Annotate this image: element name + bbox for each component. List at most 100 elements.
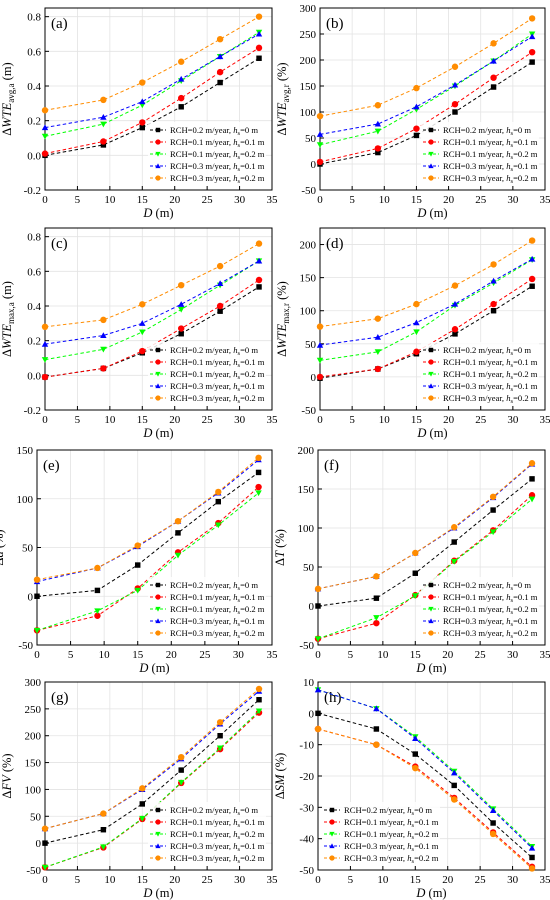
- x-axis-unit: (m): [425, 661, 446, 675]
- legend-label-value: =0.1 m: [513, 616, 538, 626]
- legend-marker: [329, 819, 335, 825]
- legend-label-h: h: [233, 345, 237, 355]
- data-point: [413, 329, 420, 336]
- plot-frame: [44, 227, 273, 411]
- data-point: [490, 261, 497, 268]
- legend-marker: [428, 582, 434, 588]
- legend-label-rch: RCH=0.3 m/year,: [443, 161, 506, 171]
- legend-label: RCH=0.1 m/year, hs=0.1 m: [170, 592, 265, 604]
- legend-label-rch: RCH=0.1 m/year,: [443, 137, 506, 147]
- legend-marker: [155, 383, 161, 389]
- legend-label-sub: s: [238, 585, 241, 592]
- legend-label-sub: s: [238, 166, 241, 173]
- data-point: [100, 844, 107, 851]
- legend-label-sub: s: [511, 386, 514, 393]
- legend-label-rch: RCH=0.1 m/year,: [443, 369, 506, 379]
- data-point: [373, 573, 380, 580]
- legend-background: [148, 802, 266, 866]
- data-point: [255, 13, 263, 20]
- x-tick-label: 30: [507, 874, 519, 886]
- series-line: [317, 478, 533, 607]
- y-axis-delta: Δ: [0, 558, 6, 566]
- data-point: [490, 84, 497, 90]
- legend-label-value: =0.1 m: [240, 817, 265, 827]
- legend-label: RCH=0.1 m/year, hs=0.1 m: [443, 592, 538, 604]
- y-tick-label: -10: [299, 740, 314, 752]
- y-axis-unit: (%): [273, 529, 287, 551]
- data-point: [373, 619, 380, 627]
- y-axis-title: ΔSM (%): [273, 753, 287, 800]
- data-point: [374, 120, 382, 127]
- legend-label-h: h: [506, 369, 510, 379]
- legend-marker: [428, 139, 434, 145]
- legend-label-h: h: [233, 853, 237, 863]
- y-tick-label: 50: [22, 543, 34, 555]
- legend-marker: [155, 582, 161, 588]
- data-point: [529, 854, 535, 861]
- data-point: [41, 340, 49, 347]
- legend-label-sub: s: [238, 362, 241, 369]
- x-axis-title: D (m): [415, 661, 446, 675]
- y-axis-variable: WTE: [275, 102, 289, 127]
- legend-label-h: h: [233, 357, 237, 367]
- data-point: [33, 627, 41, 634]
- data-point: [178, 754, 185, 761]
- series-line: [36, 471, 259, 597]
- data-point: [255, 454, 262, 461]
- data-point: [255, 257, 263, 264]
- y-tick-label: 100: [298, 523, 315, 535]
- x-tick-label: 25: [475, 414, 487, 426]
- data-point: [100, 316, 107, 324]
- x-tick-label: 15: [411, 414, 423, 426]
- data-point: [41, 133, 49, 140]
- y-axis-title: ΔWTEavg,r (%): [275, 62, 291, 135]
- data-point: [316, 323, 324, 330]
- data-point: [134, 562, 141, 568]
- series-line: [319, 259, 533, 361]
- y-tick-label: 200: [300, 55, 317, 67]
- data-point: [100, 121, 107, 128]
- x-axis-variable: D: [138, 661, 148, 675]
- data-point: [178, 331, 184, 337]
- data-point: [139, 785, 146, 792]
- data-point: [528, 844, 536, 851]
- series-line: [44, 260, 260, 361]
- legend-marker: [155, 618, 161, 624]
- panel-label: (h): [324, 690, 342, 706]
- legend-label-value: =0.2 m: [240, 173, 265, 183]
- data-point: [451, 300, 459, 307]
- x-axis-variable: D: [416, 206, 426, 220]
- data-point: [178, 779, 185, 786]
- y-tick-label: 150: [300, 81, 317, 93]
- data-point: [375, 149, 381, 156]
- data-point: [256, 697, 262, 703]
- data-point: [451, 282, 459, 289]
- legend-label-value: =0.2 m: [513, 628, 538, 638]
- legend-label-rch: RCH=0.2 m/year,: [170, 580, 233, 590]
- legend-label-value: =0.2 m: [414, 829, 439, 839]
- data-point: [314, 725, 322, 733]
- y-axis-delta: Δ: [273, 558, 287, 566]
- data-point: [178, 767, 184, 773]
- x-tick-label: 10: [379, 414, 391, 426]
- plot-frame: [319, 7, 546, 191]
- data-point: [139, 301, 146, 308]
- data-point: [316, 357, 324, 364]
- legend-label-h: h: [233, 628, 237, 638]
- x-tick-label: 35: [540, 649, 550, 661]
- x-tick-label: 25: [202, 194, 214, 206]
- legend-label-sub: s: [238, 350, 241, 357]
- data-point: [315, 710, 321, 717]
- legend-label-rch: RCH=0.3 m/year,: [170, 628, 233, 638]
- data-point: [41, 150, 49, 157]
- data-point: [139, 815, 146, 822]
- legend-label: RCH=0.3 m/year, hs=0.2 m: [344, 853, 439, 865]
- y-axis-subscript: avg,r: [281, 84, 291, 102]
- legend-marker: [155, 630, 161, 636]
- x-axis-title: D (m): [415, 886, 446, 900]
- legend-label-rch: RCH=0.1 m/year,: [170, 604, 233, 614]
- legend-label-rch: RCH=0.3 m/year,: [170, 161, 233, 171]
- data-point: [41, 357, 49, 363]
- legend-label: RCH=0.3 m/year, hs=0.1 m: [443, 381, 538, 393]
- legend-label-value: =0.1 m: [240, 592, 265, 602]
